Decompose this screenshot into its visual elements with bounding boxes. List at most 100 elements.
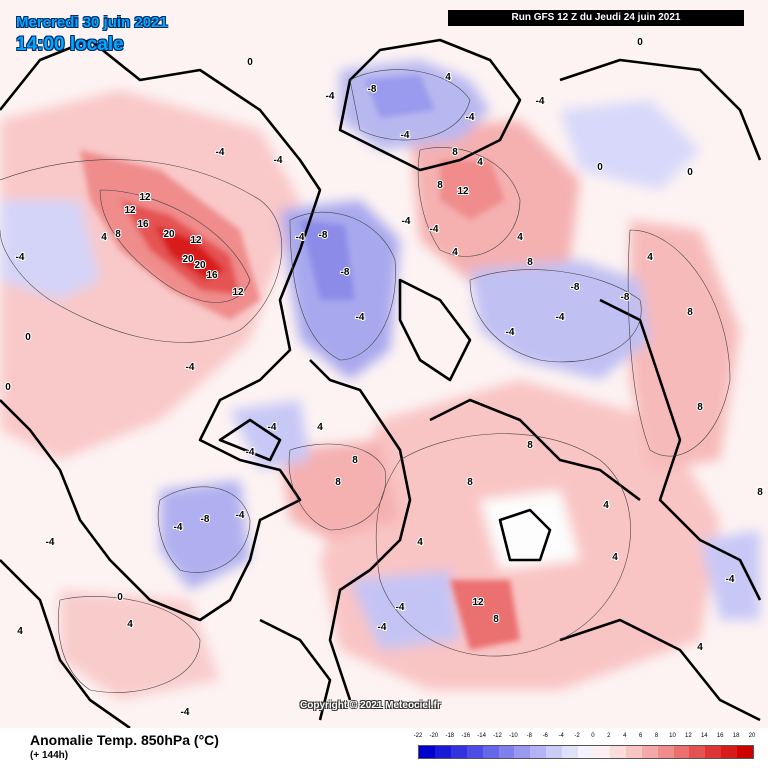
contour-value-label: 12 — [472, 597, 484, 608]
contour-value-label: 12 — [139, 192, 151, 203]
temperature-anomaly-map: 12161220122020161284-4-4-8-4-4-4-4481284… — [0, 0, 768, 728]
contour-value-label: 12 — [124, 205, 136, 216]
colorbar-swatch — [578, 746, 594, 758]
colorbar-tick: 0 — [591, 733, 595, 739]
colorbar-tick: -10 — [509, 733, 518, 739]
colorbar-tick: -2 — [574, 733, 580, 739]
colorbar-tick: 20 — [748, 733, 756, 739]
contour-value-label: 20 — [194, 260, 206, 271]
contour-value-label: -4 — [378, 622, 387, 633]
colorbar-tick: -18 — [445, 733, 455, 739]
contour-value-label: 12 — [190, 235, 202, 246]
anomaly-shading — [0, 60, 760, 700]
contour-value-label: -4 — [16, 252, 25, 263]
colorbar-tick: 4 — [623, 733, 627, 739]
contour-value-label: 8 — [452, 147, 458, 158]
colorbar-swatch — [625, 746, 642, 758]
contour-value-label: -8 — [571, 282, 580, 293]
colorbar-tick: 18 — [732, 733, 740, 739]
contour-value-label: 4 — [17, 626, 23, 637]
contour-value-label: 4 — [697, 642, 703, 653]
contour-value-label: -8 — [201, 514, 210, 525]
contour-value-label: 8 — [437, 180, 443, 191]
colorbar-tick: 6 — [638, 733, 643, 739]
colorbar-tick: 10 — [669, 733, 676, 739]
contour-value-label: -4 — [216, 147, 225, 158]
colorbar-swatch — [609, 746, 626, 758]
colorbar-swatch — [641, 746, 658, 758]
contour-value-label: 0 — [597, 162, 603, 173]
contour-value-label: 4 — [127, 619, 133, 630]
colorbar-swatch — [434, 746, 451, 758]
contour-value-label: -4 — [726, 574, 735, 585]
contour-value-label: 8 — [697, 402, 703, 413]
colorbar-tick: 8 — [654, 733, 659, 739]
colorbar-swatch — [562, 746, 579, 758]
contour-value-label: -4 — [181, 707, 190, 718]
colorbar-tick: -16 — [461, 733, 471, 739]
contour-value-label: -8 — [319, 230, 328, 241]
contour-value-label: -4 — [296, 232, 305, 243]
contour-value-label: -4 — [430, 224, 439, 235]
contour-value-label: 8 — [352, 455, 358, 466]
colorbar-swatch — [498, 746, 515, 758]
contour-value-label: -4 — [46, 537, 55, 548]
colorbar-swatch — [593, 746, 610, 758]
contour-value-label: 4 — [452, 247, 458, 258]
colorbar-tick: -22 — [413, 733, 423, 739]
contour-value-label: 8 — [527, 440, 533, 451]
variable-title: Anomalie Temp. 850hPa (°C) — [30, 732, 219, 748]
colorbar-swatch — [482, 746, 499, 758]
copyright-text: Copyright © 2021 Meteociel.fr — [300, 700, 441, 711]
contour-value-label: -8 — [368, 84, 377, 95]
contour-value-label: 8 — [757, 487, 763, 498]
colorbar — [418, 745, 754, 759]
contour-value-label: 12 — [232, 287, 244, 298]
contour-value-label: 8 — [493, 614, 499, 625]
colorbar-swatch — [546, 746, 563, 758]
valid-date: Mercredi 30 juin 2021 — [16, 14, 168, 31]
colorbar-tick: 16 — [716, 733, 724, 739]
contour-value-label: -4 — [356, 312, 365, 323]
contour-value-label: -8 — [621, 292, 630, 303]
contour-value-label: -8 — [341, 267, 350, 278]
contour-lines — [0, 69, 731, 693]
colorbar-tick: -4 — [558, 733, 564, 739]
contour-value-label: -4 — [236, 510, 245, 521]
contour-value-label: 4 — [612, 552, 618, 563]
valid-time: 14:00 locale — [16, 34, 124, 55]
colorbar-tick: -6 — [542, 733, 548, 739]
colorbar-tick: -20 — [429, 733, 439, 739]
contour-value-label: 8 — [115, 229, 121, 240]
contour-value-label: -4 — [556, 312, 565, 323]
contour-value-label: 20 — [163, 229, 175, 240]
contour-value-label: 4 — [647, 252, 653, 263]
colorbar-swatch — [657, 746, 674, 758]
contour-value-label: 20 — [182, 254, 194, 265]
contour-value-label: 0 — [117, 592, 123, 603]
colorbar-swatch — [466, 746, 483, 758]
contour-value-label: 16 — [206, 270, 218, 281]
contour-labels: 12161220122020161284-4-4-8-4-4-4-4481284… — [4, 36, 764, 719]
colorbar-tick: -12 — [493, 733, 502, 739]
contour-value-label: 4 — [101, 232, 107, 243]
contour-value-label: 4 — [603, 500, 609, 511]
contour-value-label: 4 — [445, 72, 451, 83]
contour-value-label: -4 — [274, 155, 283, 166]
contour-value-label: 8 — [467, 477, 473, 488]
contour-value-label: 12 — [457, 186, 469, 197]
contour-value-label: 8 — [687, 307, 693, 318]
contour-value-label: 0 — [637, 37, 643, 48]
contour-value-label: 0 — [687, 167, 693, 178]
contour-value-label: -4 — [186, 362, 195, 373]
colorbar-swatch — [673, 746, 690, 758]
contour-value-label: 0 — [25, 332, 31, 343]
contour-value-label: 16 — [137, 219, 149, 230]
legend-footer: Anomalie Temp. 850hPa (°C) (+ 144h) -22-… — [0, 728, 768, 768]
contour-value-label: -4 — [268, 422, 277, 433]
colorbar-swatch — [450, 746, 467, 758]
contour-value-label: 8 — [335, 477, 341, 488]
contour-value-label: 4 — [317, 422, 323, 433]
colorbar-tick: 2 — [607, 733, 611, 739]
colorbar-swatch — [721, 746, 738, 758]
